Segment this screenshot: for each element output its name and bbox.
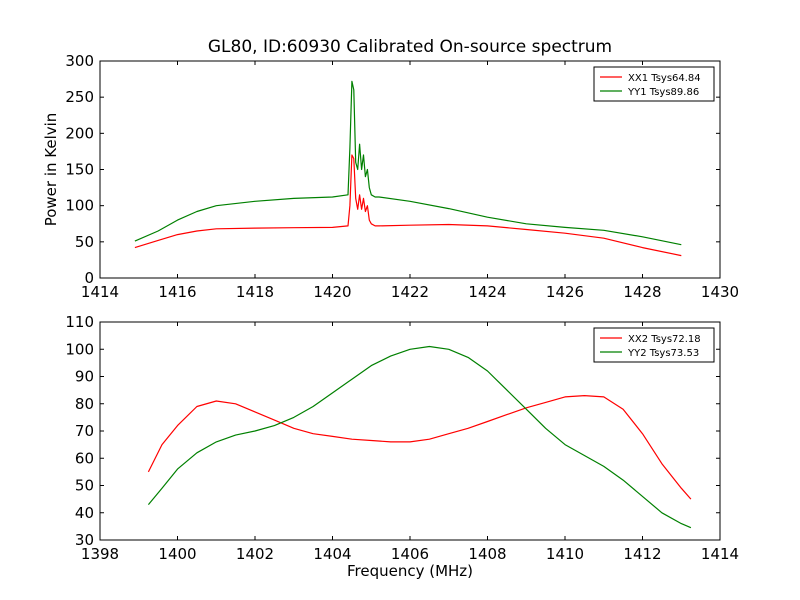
y-tick-label: 300 [65,52,94,70]
plot-polarization-1: 1414 1416 1418 1420 1422 1424 1426 1428 1430 0 50 1… [42,52,739,301]
y-tick-label: 80 [75,395,94,413]
x-tick-label: 1408 [468,545,506,563]
x-tick-label: 1424 [468,283,506,301]
y-tick-label: 50 [75,477,94,495]
y-tick-label: 200 [65,124,94,142]
legend-box [593,327,715,363]
x-axis-label: Frequency (MHz) [347,562,473,580]
series-line-1 [134,154,682,257]
y-tick-label: 0 [84,269,94,287]
y-tick-label: 90 [75,368,94,386]
legend: XX1 Tsys64.84 YY1 Tsys89.86 [593,66,715,102]
legend-entry: YY1 Tsys89.86 [627,87,699,98]
y-tick-label: 150 [65,161,94,179]
y-tick-label: 40 [75,504,94,522]
x-tick-label: 1412 [623,545,661,563]
y-axis-label: Power in Kelvin [42,113,60,227]
x-tick-label: 1420 [313,283,351,301]
legend: XX2 Tsys72.18 YY2 Tsys73.53 [593,327,715,363]
x-tick-label: 1400 [158,545,196,563]
legend-entry: XX1 Tsys64.84 [628,73,701,84]
x-tick-label: 1402 [236,545,274,563]
x-tick-label: 1406 [391,545,429,563]
legend-box [593,66,715,102]
x-tick-label: 1414 [701,545,739,563]
y-tick-label: 100 [65,197,94,215]
y-tick-label: 30 [75,531,94,549]
x-tick-label: 1426 [546,283,584,301]
y-tick-label: 110 [65,313,94,331]
y-tick-label: 60 [75,449,94,467]
x-tick-label: 1416 [158,283,196,301]
x-tick-label: 1410 [546,545,584,563]
legend-entry: YY2 Tsys73.53 [627,348,699,359]
plot-polarization-2: 1398 1400 1402 1404 1406 1408 1410 1412 1414 30 40… [65,313,739,580]
x-tick-label: 1430 [701,283,739,301]
x-tick-label: 1422 [391,283,429,301]
legend-entry: XX2 Tsys72.18 [628,334,701,345]
y-tick-label: 70 [75,422,94,440]
series-line-1 [147,395,692,500]
x-tick-label: 1404 [313,545,351,563]
series-line-2 [147,345,692,529]
y-tick-label: 250 [65,88,94,106]
figure-title: GL80, ID:60930 Calibrated On-source spec… [208,37,612,57]
x-tick-label: 1414 [81,283,119,301]
x-tick-label: 1398 [81,545,119,563]
series-line-2 [134,80,682,246]
x-tick-label: 1428 [623,283,661,301]
x-tick-label: 1418 [236,283,274,301]
y-tick-label: 100 [65,340,94,358]
y-tick-label: 50 [75,233,94,251]
